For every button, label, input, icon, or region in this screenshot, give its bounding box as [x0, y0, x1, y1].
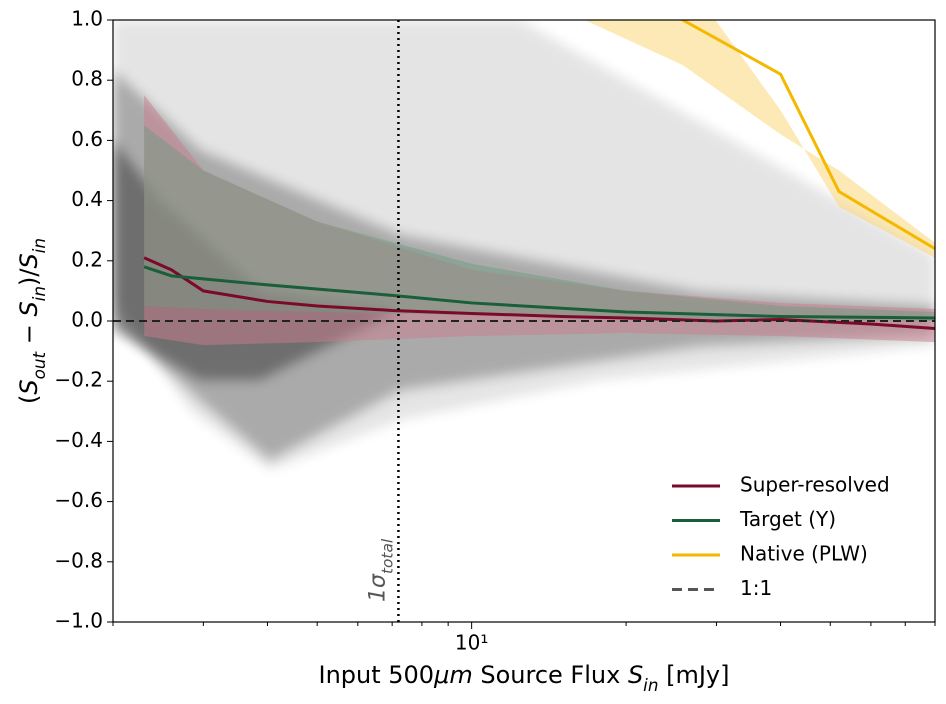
label-part: S	[15, 379, 43, 394]
y-tick-label: 0.4	[71, 187, 103, 211]
legend-label: Super-resolved	[740, 473, 890, 497]
label-part: S	[15, 301, 43, 316]
y-tick-label: −0.6	[54, 488, 103, 512]
y-tick-label: 0.8	[71, 67, 103, 91]
label-part: (	[15, 395, 43, 404]
y-tick-label: 0.6	[71, 127, 103, 151]
x-axis-label: Input 500μm Source Flux Sin [mJy]	[318, 661, 729, 695]
label-part: S	[15, 253, 43, 268]
error-band	[144, 125, 935, 321]
y-tick-label: −0.2	[54, 368, 103, 392]
legend-label: Native (PLW)	[740, 542, 868, 566]
label-part: in	[29, 238, 49, 253]
label-part: S	[628, 661, 643, 689]
x-tick-label: 10¹	[455, 631, 488, 655]
label-part: −	[15, 317, 43, 352]
label-part: )/	[15, 268, 43, 286]
label-part: [mJy]	[658, 661, 729, 689]
error-band	[584, 20, 935, 258]
label-part: in	[29, 286, 49, 301]
y-tick-label: 0.2	[71, 247, 103, 271]
legend-label: 1:1	[740, 576, 772, 600]
label-part: out	[29, 350, 49, 379]
label-part: Input 500	[318, 661, 434, 689]
annotation-text: 1σ	[365, 573, 390, 602]
y-tick-label: −1.0	[54, 609, 103, 633]
y-tick-label: −0.8	[54, 548, 103, 572]
annotation-sub: total	[378, 538, 396, 574]
line	[680, 20, 935, 251]
line	[143, 265, 935, 320]
y-tick-label: 1.0	[71, 7, 103, 31]
legend-label: Target (Y)	[739, 507, 836, 531]
label-part: Source Flux	[473, 661, 628, 689]
y-tick-label: −0.4	[54, 428, 103, 452]
annotation: 1σtotal	[365, 538, 396, 602]
y-tick-label: 0.0	[71, 308, 103, 332]
y-axis-label: (Sout − Sin)/Sin	[15, 238, 49, 404]
line	[143, 256, 935, 331]
label-part: in	[643, 675, 658, 695]
label-part: μm	[433, 661, 473, 689]
